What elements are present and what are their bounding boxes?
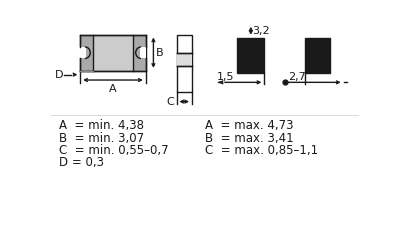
Text: C  = max. 0,85–1,1: C = max. 0,85–1,1: [205, 144, 318, 157]
Text: A  = min. 4,38: A = min. 4,38: [59, 119, 144, 132]
Text: C: C: [166, 97, 174, 107]
Bar: [176, 53, 192, 66]
Text: D: D: [55, 70, 63, 80]
Text: A: A: [109, 84, 117, 94]
Text: B: B: [156, 48, 163, 58]
Bar: [237, 38, 264, 73]
Bar: [80, 35, 146, 71]
Text: 3,2: 3,2: [252, 26, 270, 36]
Bar: [305, 38, 330, 73]
Bar: [133, 35, 146, 71]
Bar: [80, 35, 92, 71]
Text: C  = min. 0,55–0,7: C = min. 0,55–0,7: [59, 144, 168, 157]
Bar: [176, 35, 192, 92]
Text: B  = max. 3,41: B = max. 3,41: [205, 132, 294, 145]
Bar: [80, 47, 86, 59]
Text: D = 0,3: D = 0,3: [59, 156, 104, 169]
Text: 1,5: 1,5: [217, 72, 234, 82]
Bar: [140, 47, 146, 59]
Text: B  = min. 3,07: B = min. 3,07: [59, 132, 144, 145]
Text: A  = max. 4,73: A = max. 4,73: [205, 119, 294, 132]
Bar: [92, 35, 133, 71]
Text: 2,7: 2,7: [288, 72, 306, 82]
